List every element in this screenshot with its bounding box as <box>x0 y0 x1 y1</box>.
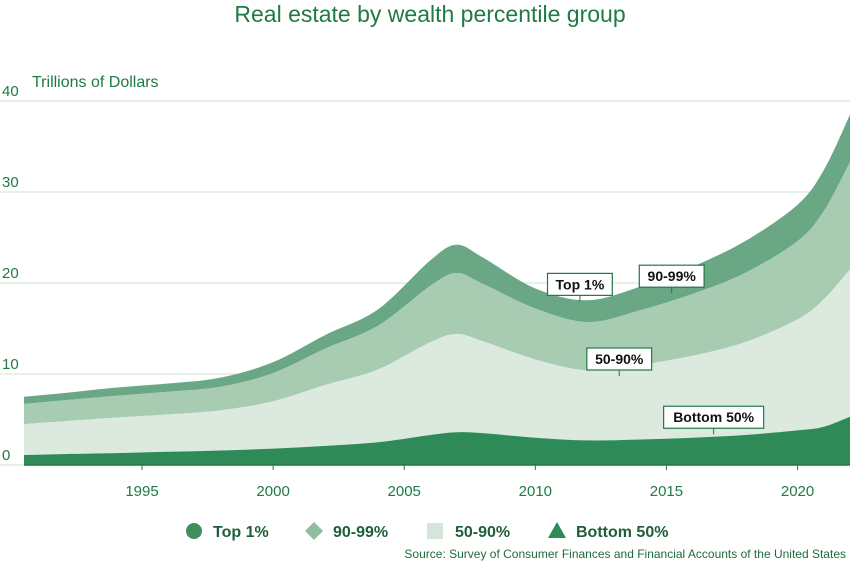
callout-text: 50-90% <box>595 351 644 367</box>
callout-text: Bottom 50% <box>673 409 754 425</box>
x-tick-label: 2000 <box>256 483 289 500</box>
legend-label-bottom-50: Bottom 50% <box>576 524 668 541</box>
legend-label-top-1: Top 1% <box>213 524 269 541</box>
x-tick-label: 2020 <box>781 483 814 500</box>
legend-marker-triangle <box>548 522 566 538</box>
axis-layer: 0 10 20 30 40 1995 2000 2005 2010 2015 2020 <box>2 83 850 500</box>
annotation-layer: Top 1% 90-99% 50-90% Bottom 50% <box>546 264 765 435</box>
x-tick-label: 2005 <box>388 483 421 500</box>
x-tick-label: 2015 <box>650 483 683 500</box>
area-top-1 <box>24 114 850 405</box>
y-tick-label: 30 <box>2 174 19 191</box>
y-tick-label: 20 <box>2 265 19 282</box>
callout: 90-99% <box>638 264 705 294</box>
legend-marker-circle <box>186 523 202 539</box>
callout: 50-90% <box>586 347 653 376</box>
area-50-90 <box>24 269 850 455</box>
callout-text: 90-99% <box>648 268 697 284</box>
source-note: Source: Survey of Consumer Finances and … <box>404 547 846 561</box>
x-tick-label: 1995 <box>125 483 158 500</box>
area-bottom-50 <box>24 416 850 465</box>
chart-title: Real estate by wealth percentile group <box>234 1 626 27</box>
y-axis-label: Trillions of Dollars <box>32 74 159 91</box>
legend: Top 1% 90-99% 50-90% Bottom 50% <box>186 522 668 541</box>
callout: Bottom 50% <box>663 405 765 435</box>
legend-marker-square <box>427 523 443 539</box>
legend-marker-diamond <box>305 522 323 540</box>
y-tick-label: 10 <box>2 356 19 373</box>
x-tick-label: 2010 <box>519 483 552 500</box>
callout: Top 1% <box>546 272 613 302</box>
legend-label-90-99: 90-99% <box>333 524 388 541</box>
legend-label-50-90: 50-90% <box>455 524 510 541</box>
y-tick-label: 40 <box>2 83 19 100</box>
y-tick-label: 0 <box>2 447 10 464</box>
callout-text: Top 1% <box>556 276 605 292</box>
